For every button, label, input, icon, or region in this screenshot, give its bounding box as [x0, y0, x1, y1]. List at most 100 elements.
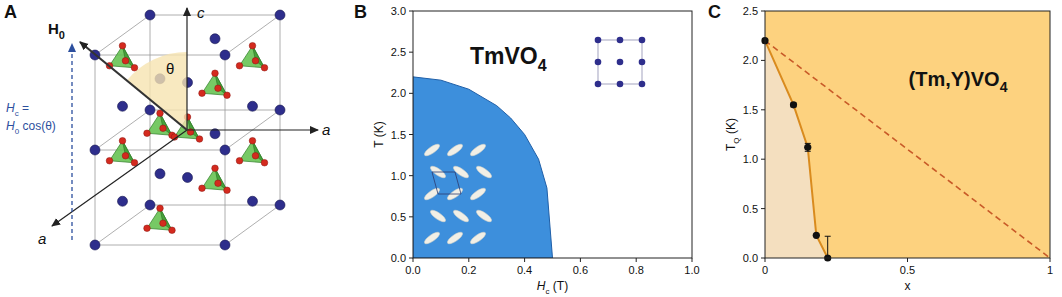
tm-atom — [90, 145, 100, 155]
oxygen-atom — [224, 92, 231, 99]
cell-edge — [95, 205, 150, 245]
oxygen-atom — [119, 42, 126, 49]
tm-atom — [220, 240, 230, 250]
y-axis-label-part: T (K) — [372, 121, 386, 147]
oxygen-atom — [199, 90, 206, 97]
x-axis-label: x — [905, 279, 911, 293]
error-bar — [825, 236, 831, 258]
x-axis-label-part: x — [905, 279, 911, 293]
y-tick-label: 3.0 — [391, 5, 406, 17]
field-label-part: H — [48, 20, 59, 37]
cell-edge — [95, 245, 225, 246]
component-label-part: H — [6, 101, 15, 115]
oxygen-atom — [261, 64, 268, 71]
tm-atom — [145, 200, 155, 210]
y-tick — [761, 208, 765, 209]
tm-atom — [210, 34, 220, 44]
oxygen-atom — [215, 85, 222, 92]
tm-atom — [275, 200, 285, 210]
component-label-part: = — [19, 101, 29, 115]
oxygen-atom — [261, 159, 268, 166]
oxygen-atom — [252, 57, 259, 64]
tm-atom — [118, 196, 128, 206]
axis-label: a — [38, 230, 46, 247]
quadrupole — [429, 208, 447, 224]
field-arrow — [80, 42, 187, 130]
y-tick-label: 0.0 — [391, 252, 406, 264]
panel-a: AcaaθH0Hc =H0 cos(θ) — [4, 2, 330, 250]
y-axis-label: T (K) — [372, 121, 386, 147]
cell-edge — [150, 15, 280, 16]
quadrupole — [423, 230, 441, 246]
component-label: Hc = — [6, 101, 29, 118]
x-tick-label: 0.0 — [405, 264, 420, 276]
tm-atom — [639, 81, 646, 88]
plot-frame — [413, 11, 692, 258]
quadrupole — [469, 142, 487, 158]
y-tick — [761, 60, 765, 61]
x-tick — [907, 258, 908, 262]
component-label-part: cos(θ) — [19, 119, 56, 133]
vo4-tetrahedron-face — [253, 141, 265, 163]
quadrupole — [469, 186, 487, 202]
y-tick — [409, 175, 413, 176]
oxygen-atom — [249, 42, 256, 49]
tm-atom — [248, 196, 258, 206]
tm-atom — [595, 37, 602, 44]
axis-label: c — [197, 4, 205, 21]
x-tick — [1050, 258, 1051, 262]
field-component — [71, 44, 72, 240]
axes: 0.00.20.40.60.81.00.00.51.01.52.02.53.0 — [391, 5, 700, 276]
tm-atom — [90, 240, 100, 250]
series-line — [765, 41, 1050, 258]
x-axis-label-part: H — [537, 279, 546, 293]
tm-atom — [220, 50, 230, 60]
tm-atom — [145, 10, 155, 20]
oxygen-atom — [224, 187, 231, 194]
plot-frame — [765, 11, 1050, 258]
oxygen-atom — [119, 137, 126, 144]
panel-label: C — [708, 2, 721, 22]
tm-atom — [617, 81, 624, 88]
vo4-tetrahedron-face — [123, 141, 135, 163]
x-tick-label: 1 — [1047, 264, 1053, 276]
oxygen-atom — [236, 157, 243, 164]
series-line — [765, 41, 828, 258]
x-tick — [468, 258, 469, 262]
tm-atom — [639, 59, 646, 66]
y-tick — [761, 258, 765, 259]
quadrupole — [469, 230, 487, 246]
angle-label: θ — [166, 60, 174, 77]
quadrupole — [475, 164, 493, 180]
x-tick — [636, 258, 637, 262]
y-axis-label-part: (K) — [724, 118, 738, 137]
x-tick — [765, 258, 766, 262]
tm-atom — [118, 101, 128, 111]
chart-title-part: 4 — [538, 57, 547, 74]
chart-title-part: 4 — [1000, 79, 1008, 95]
tm-atom — [639, 37, 646, 44]
y-tick-label: 1.0 — [391, 170, 406, 182]
x-tick-label: 0.8 — [629, 264, 644, 276]
y-tick-label: 1.0 — [743, 153, 758, 165]
cell-edge — [225, 15, 280, 55]
field-label: H0 — [48, 20, 65, 41]
tm-atom — [155, 169, 165, 179]
lattice-cell — [598, 40, 642, 84]
x-axis-label-part: (T) — [550, 279, 569, 293]
cell-edge — [95, 110, 150, 150]
tm-atom — [248, 101, 258, 111]
oxygen-atom — [199, 185, 206, 192]
data-point — [813, 232, 820, 239]
error-bar — [805, 143, 811, 151]
vo4-tetrahedron-face — [215, 73, 227, 95]
tm-atom — [145, 105, 155, 115]
markers — [761, 37, 831, 262]
y-tick-label: 1.5 — [743, 104, 758, 116]
quadrupole — [423, 142, 441, 158]
y-tick — [761, 159, 765, 160]
tm-atom — [275, 10, 285, 20]
component-label-part: H — [6, 119, 15, 133]
vo4-tetrahedron-face — [123, 46, 135, 68]
y-tick — [761, 109, 765, 110]
